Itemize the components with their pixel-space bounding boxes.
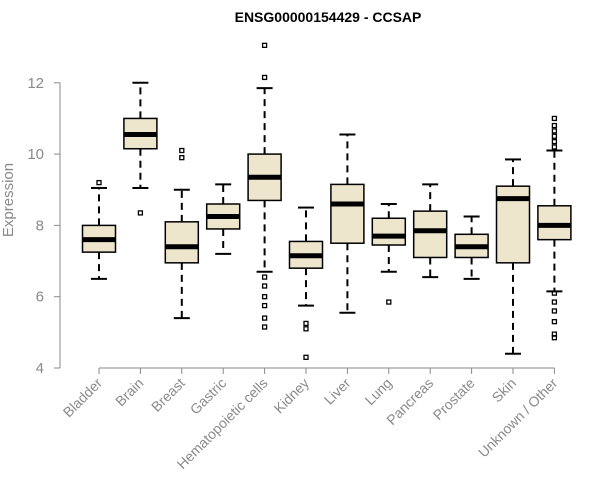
outlier-point: [261, 302, 268, 309]
y-axis-label: Expression: [0, 163, 17, 237]
box-skin: [495, 158, 531, 355]
outlier-point: [551, 319, 558, 325]
box-iqr: [164, 221, 200, 264]
y-tick-label: 10: [27, 146, 44, 163]
x-tick-label: Kidney: [271, 375, 313, 417]
box-gastric: [205, 183, 241, 255]
box-liver: [330, 133, 365, 314]
outlier-point: [261, 315, 268, 321]
outlier-point: [96, 179, 102, 186]
box-iqr: [330, 183, 365, 244]
outlier-point: [179, 155, 185, 161]
outlier-point: [261, 294, 268, 300]
box-series: [81, 42, 572, 360]
x-tick-label: Unknown / Other: [475, 375, 561, 461]
outlier-point: [551, 133, 558, 139]
x-tick-label: Prostate: [430, 375, 478, 423]
box-iqr: [537, 205, 572, 241]
outlier-point: [261, 283, 268, 289]
box-brain: [123, 81, 158, 216]
chart-title: ENSG00000154429 - CCSAP: [235, 9, 422, 25]
outlier-point: [261, 74, 268, 81]
y-tick-label: 12: [27, 75, 44, 92]
y-axis: 4 6 8 10 12: [27, 75, 61, 377]
outlier-point: [303, 326, 309, 332]
x-tick-label: Breast: [148, 375, 188, 415]
outlier-point: [551, 144, 558, 150]
box-bladder: [81, 179, 117, 280]
y-tick-label: 4: [36, 360, 44, 377]
outlier-point: [261, 324, 268, 330]
outlier-point: [551, 299, 558, 305]
outlier-point: [179, 147, 185, 154]
outlier-point: [551, 308, 558, 314]
box-breast: [164, 147, 200, 320]
box-unknown-other: [537, 115, 572, 341]
box-pancreas: [412, 183, 448, 279]
outlier-point: [303, 354, 309, 360]
x-tick-label: Skin: [489, 375, 520, 406]
outlier-point: [261, 42, 268, 48]
y-tick-label: 8: [36, 217, 44, 234]
x-tick-label: Lung: [362, 375, 395, 408]
outlier-point: [261, 274, 268, 280]
outlier-point: [551, 128, 558, 134]
outlier-point: [551, 138, 558, 145]
box-prostate: [454, 215, 489, 280]
outlier-point: [303, 320, 309, 327]
outlier-point: [137, 210, 144, 216]
x-tick-label: Bladder: [60, 375, 106, 421]
outlier-point: [551, 115, 558, 122]
outlier-point: [551, 335, 558, 341]
x-tick-label: Liver: [321, 375, 354, 408]
box-iqr: [412, 210, 448, 259]
box-kidney: [288, 206, 324, 360]
x-tick-label: Brain: [112, 375, 146, 409]
box-lung: [371, 203, 407, 305]
box-iqr: [371, 217, 407, 246]
y-tick-label: 6: [36, 289, 44, 306]
outlier-point: [551, 122, 558, 129]
outlier-point: [386, 299, 392, 305]
box-hematopoietic-cells: [247, 42, 282, 330]
outlier-point: [551, 290, 558, 296]
